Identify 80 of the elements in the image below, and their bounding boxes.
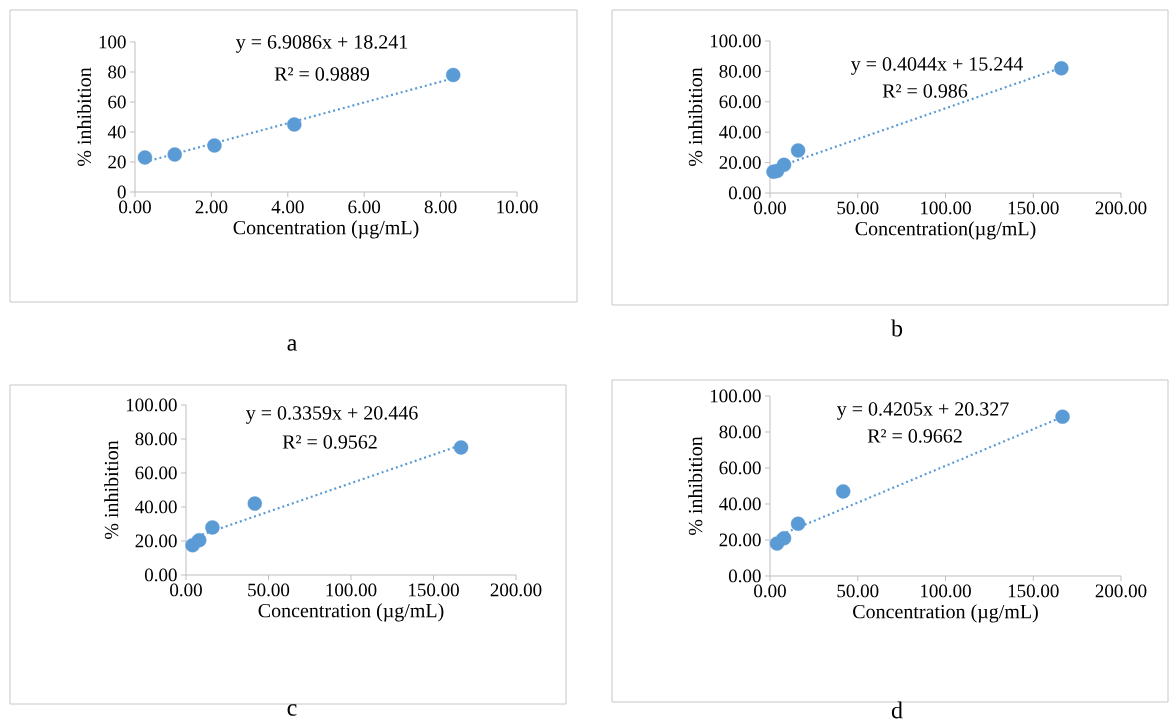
y-tick-label: 40: [107, 125, 126, 139]
point: [835, 484, 851, 499]
y-tick-label: 0.00: [728, 186, 761, 200]
x-tick-label: 200.00: [1095, 201, 1147, 215]
y-tick-label: 20.00: [135, 534, 177, 548]
y-tick-label: 20.00: [719, 156, 761, 170]
x-tick-label: 8.00: [424, 200, 457, 214]
y-axis-title: % inhibition: [688, 67, 703, 167]
y-tick-label: 100.00: [710, 34, 761, 48]
point: [137, 150, 153, 165]
x-tick-label: 50.00: [248, 583, 290, 597]
y-axis-title: % inhibition: [104, 440, 119, 540]
y-tick-label: 40.00: [135, 500, 177, 514]
annotation: y = 6.9086x + 18.241: [235, 35, 408, 53]
y-tick-label: 0.00: [144, 568, 177, 582]
y-tick-label: 60.00: [719, 95, 761, 109]
x-tick-label: 6.00: [348, 200, 381, 214]
text: c: [287, 704, 297, 716]
x-tick-label: 0.00: [754, 201, 786, 215]
y-tick-label: 80: [108, 65, 126, 79]
x-tick-label: 150.00: [1008, 201, 1059, 215]
y-axis-title: % inhibition: [688, 436, 703, 536]
x-tick-label: 0.00: [170, 583, 202, 597]
y-tick-label: 100: [99, 35, 126, 49]
y-tick-label: 80.00: [135, 432, 177, 446]
point: [790, 516, 806, 531]
x-tick-label: 100.00: [921, 201, 971, 215]
point: [790, 143, 806, 158]
y-tick-label: 20.00: [719, 533, 761, 547]
x-axis-title: Concentration (µg/mL): [233, 220, 419, 239]
x-axis-title: Concentration (µg/mL): [258, 603, 444, 622]
annotation: R² = 0.9889: [274, 67, 369, 81]
y-tick-label: 0: [117, 185, 126, 199]
annotation: y = 0.3359x + 20.446: [245, 406, 418, 424]
y-tick-label: 60.00: [135, 466, 177, 480]
x-tick-label: 50.00: [837, 201, 879, 215]
y-tick-label: 100.00: [126, 398, 177, 412]
x-tick-label: 200.00: [1095, 584, 1147, 598]
annotation: R² = 0.9662: [867, 429, 962, 443]
x-tick-label: 100.00: [326, 583, 377, 597]
annotation: y = 0.4205x + 20.327: [836, 402, 1009, 420]
x-tick-label: 100.00: [921, 584, 971, 598]
x-tick-label: 2.00: [195, 200, 228, 214]
point: [207, 138, 222, 153]
y-axis-title: % inhibition: [76, 67, 92, 167]
point: [167, 147, 182, 162]
annotation: y = 0.4044x + 15.244: [850, 57, 1023, 75]
point: [776, 157, 792, 173]
y-tick-label: 20: [108, 155, 126, 169]
x-tick-label: 150.00: [1008, 584, 1059, 598]
point: [453, 440, 469, 455]
x-axis-title: Concentration (µg/mL): [853, 604, 1038, 623]
text: b: [891, 319, 903, 337]
x-tick-label: 150.00: [409, 583, 459, 597]
annotation: R² = 0.986: [882, 84, 968, 98]
x-tick-label: 10.00: [497, 200, 538, 214]
point: [446, 67, 461, 83]
x-axis-title: Concentration(µg/mL): [855, 221, 1036, 240]
y-tick-label: 40.00: [719, 497, 761, 511]
point: [1054, 61, 1069, 76]
x-tick-label: 4.00: [271, 200, 304, 214]
x-tick-label: 0.00: [754, 584, 786, 598]
text: d: [891, 701, 903, 719]
x-tick-label: 200.00: [490, 583, 542, 597]
y-tick-label: 40.00: [719, 125, 761, 139]
y-tick-label: 60.00: [719, 461, 761, 475]
point: [192, 532, 207, 548]
y-tick-label: 0.00: [728, 569, 761, 583]
y-tick-label: 100.00: [710, 389, 761, 403]
annotation: R² = 0.9562: [282, 435, 377, 449]
point: [776, 530, 792, 546]
y-tick-label: 60: [108, 95, 126, 109]
x-tick-label: 50.00: [837, 584, 879, 598]
point: [247, 496, 263, 511]
point: [205, 520, 220, 535]
point: [1055, 409, 1070, 424]
point: [287, 117, 302, 132]
y-tick-label: 80.00: [719, 425, 761, 439]
text: a: [287, 339, 297, 351]
y-tick-label: 80.00: [719, 64, 761, 78]
